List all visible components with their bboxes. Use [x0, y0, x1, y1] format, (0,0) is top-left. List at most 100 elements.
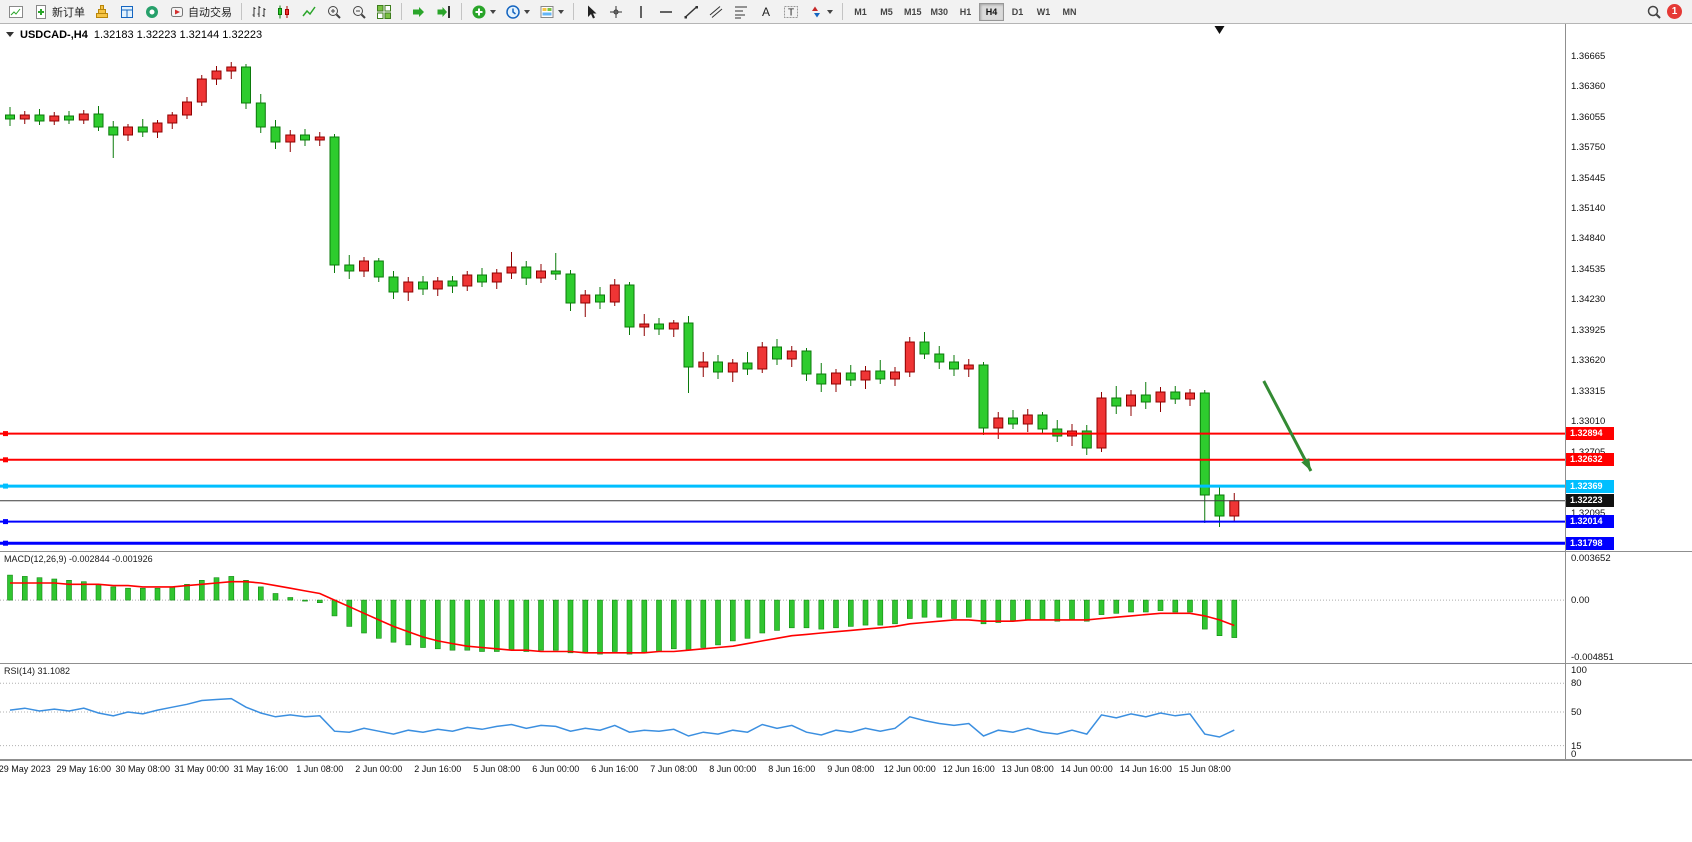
indicators-button[interactable]: [467, 2, 500, 22]
axis-tick: -0.004851: [1571, 652, 1614, 663]
timeframe-m1[interactable]: M1: [848, 3, 873, 21]
rsi-label: RSI(14) 31.1082: [4, 666, 70, 676]
templates-button[interactable]: [535, 2, 568, 22]
axis-tick: 15: [1571, 740, 1582, 752]
periods-button[interactable]: [501, 2, 534, 22]
timeframe-m30[interactable]: M30: [927, 3, 953, 21]
new-order-label: 新订单: [52, 6, 85, 19]
candles-series[interactable]: [5, 62, 1240, 527]
rsi-axis[interactable]: 100 80 50 15 0: [1565, 664, 1692, 760]
toolbar: 新订单 自动交易: [0, 0, 1692, 24]
tile-windows-button[interactable]: [372, 2, 396, 22]
fibonacci-button[interactable]: [729, 2, 753, 22]
time-label: 12 Jun 16:00: [942, 764, 995, 774]
candle-chart-icon: [278, 5, 289, 18]
axis-tick: 1.35140: [1571, 203, 1606, 214]
time-label: 29 May 16:00: [56, 764, 112, 774]
axis-tick: 50: [1571, 707, 1582, 718]
timeframe-w1[interactable]: W1: [1031, 3, 1056, 21]
trendline-button[interactable]: [679, 2, 703, 22]
autotrade-button[interactable]: 自动交易: [165, 2, 236, 22]
search-button[interactable]: [1642, 2, 1666, 22]
vertical-line-icon: [640, 5, 642, 18]
time-label: 2 Jun 16:00: [414, 764, 462, 774]
bar-chart-button[interactable]: [247, 2, 271, 22]
time-label: 15 Jun 08:00: [1178, 764, 1231, 774]
price-tag: 1.32014: [1566, 515, 1614, 529]
axis-tick: 1.34840: [1571, 233, 1606, 244]
line-handle[interactable]: [3, 540, 8, 546]
toolbar-separator: [401, 3, 402, 20]
zoom-out-button[interactable]: [347, 2, 371, 22]
main-chart-panel[interactable]: USDCAD-,H4 1.32183 1.32223 1.32144 1.322…: [0, 24, 1692, 552]
macd-signal-line: [10, 580, 1235, 654]
market-watch-icon: [96, 4, 108, 18]
new-chart-button[interactable]: [4, 2, 28, 22]
price-tag: 1.32632: [1566, 453, 1614, 467]
tile-windows-icon: [377, 4, 391, 19]
ohlc-values: 1.32183 1.32223 1.32144 1.32223: [93, 28, 263, 41]
one-click-trading-arrow-icon[interactable]: [6, 32, 14, 41]
macd-chart[interactable]: [0, 552, 1565, 664]
data-window-icon: [121, 5, 133, 18]
axis-tick: 0.00: [1571, 594, 1590, 606]
axis-tick: 1.35445: [1571, 172, 1606, 184]
axis-tick: 1.33315: [1571, 385, 1606, 397]
time-label: 29 May 2023: [0, 764, 51, 774]
text-icon: A: [762, 5, 770, 19]
line-handle[interactable]: [3, 431, 8, 437]
chart-ohlc-label: USDCAD-,H4 1.32183 1.32223 1.32144 1.322…: [6, 28, 262, 41]
macd-axis[interactable]: 0.003652 0.00 -0.004851: [1565, 552, 1692, 663]
crosshair-icon: [610, 5, 622, 18]
time-label: 13 Jun 08:00: [1001, 764, 1054, 774]
navigator-button[interactable]: [140, 2, 164, 22]
timeframe-mn[interactable]: MN: [1057, 3, 1082, 21]
macd-label: MACD(12,26,9) -0.002844 -0.001926: [4, 554, 153, 564]
text-button[interactable]: A: [754, 2, 778, 22]
price-tag: 1.31798: [1566, 536, 1614, 550]
timeframe-m5[interactable]: M5: [874, 3, 899, 21]
line-handle[interactable]: [3, 457, 8, 463]
navigator-icon: [146, 5, 158, 18]
timeframe-d1[interactable]: D1: [1005, 3, 1030, 21]
vertical-line-button[interactable]: [629, 2, 653, 22]
arrows-button[interactable]: [804, 2, 837, 22]
crosshair-button[interactable]: [604, 2, 628, 22]
zoom-in-button[interactable]: [322, 2, 346, 22]
price-tag: 1.32223: [1566, 494, 1614, 508]
line-handle[interactable]: [3, 483, 8, 489]
time-label: 31 May 00:00: [174, 764, 230, 774]
bar-marker-icon: [1214, 26, 1225, 34]
candlestick-chart[interactable]: [0, 24, 1565, 552]
label-button[interactable]: T: [779, 2, 803, 22]
rsi-panel[interactable]: RSI(14) 31.1082 100 80 50 15 0: [0, 664, 1692, 760]
time-axis[interactable]: 29 May 2023 29 May 16:00 30 May 08:00 31 Ma…: [0, 760, 1692, 778]
trend-arrow-object[interactable]: [1262, 380, 1313, 472]
svg-text:T: T: [788, 7, 794, 18]
timeframe-m15[interactable]: M15: [900, 3, 926, 21]
candle-chart-button[interactable]: [272, 2, 296, 22]
time-label: 30 May 08:00: [115, 764, 171, 774]
new-order-button[interactable]: 新订单: [29, 2, 89, 22]
price-tag: 1.32369: [1566, 479, 1614, 493]
cursor-button[interactable]: [579, 2, 603, 22]
line-chart-button[interactable]: [297, 2, 321, 22]
rsi-chart[interactable]: [0, 664, 1565, 760]
template-icon: [540, 5, 554, 18]
line-handle[interactable]: [3, 519, 8, 525]
auto-scroll-button[interactable]: [407, 2, 431, 22]
channel-button[interactable]: [704, 2, 728, 22]
data-window-button[interactable]: [115, 2, 139, 22]
new-chart-icon: [9, 5, 23, 18]
notification-badge[interactable]: 1: [1667, 4, 1682, 19]
timeframe-h4[interactable]: H4: [979, 2, 1005, 21]
trend-arrow-head: [1301, 458, 1311, 471]
timeframe-h1[interactable]: H1: [953, 3, 978, 21]
time-label: 14 Jun 00:00: [1060, 764, 1113, 774]
market-watch-button[interactable]: [90, 2, 114, 22]
macd-panel[interactable]: MACD(12,26,9) -0.002844 -0.001926 0.0036…: [0, 552, 1692, 664]
chart-shift-button[interactable]: [432, 2, 456, 22]
horizontal-line-button[interactable]: [654, 2, 678, 22]
axis-separator: [1565, 761, 1566, 778]
price-axis[interactable]: 1.36665 1.36360 1.36055 1.35750 1.35445 1.351…: [1565, 24, 1692, 551]
